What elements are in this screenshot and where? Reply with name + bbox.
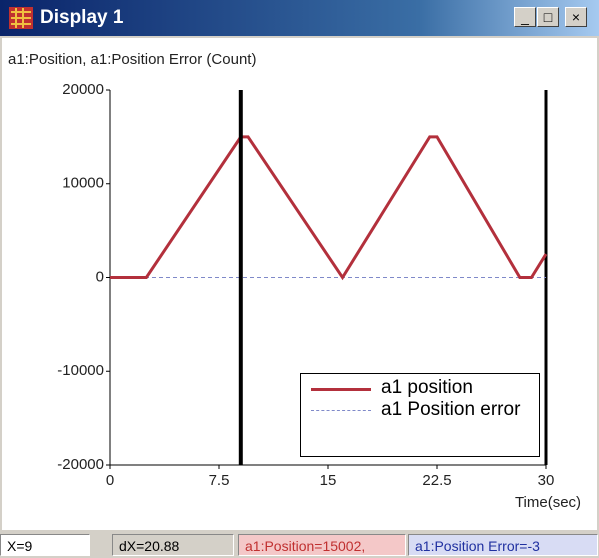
- legend-swatch: [311, 388, 371, 391]
- status-cell: dX=20.88: [112, 534, 234, 556]
- chart-title: a1:Position, a1:Position Error (Count): [8, 51, 256, 68]
- y-tick-label: -20000: [57, 456, 104, 473]
- x-axis-label: Time(sec): [515, 494, 581, 511]
- legend-label: a1 Position error: [381, 399, 521, 420]
- x-tick-label: 22.5: [422, 472, 451, 489]
- window-title: Display 1: [40, 7, 124, 28]
- status-cell: a1:Position Error=-3: [408, 534, 598, 556]
- minimize-button[interactable]: _: [514, 7, 536, 27]
- legend-label: a1 position: [381, 377, 473, 398]
- y-tick-label: 0: [96, 268, 104, 285]
- close-button[interactable]: ×: [565, 7, 587, 27]
- legend: a1 position a1 Position error: [300, 373, 540, 457]
- x-tick-label: 30: [538, 472, 555, 489]
- x-tick-label: 15: [320, 472, 337, 489]
- status-cell: X=9: [0, 534, 90, 556]
- x-tick-label: 7.5: [209, 472, 230, 489]
- y-tick-label: 10000: [62, 175, 104, 192]
- app-icon: [9, 7, 33, 29]
- y-tick-label: 20000: [62, 81, 104, 98]
- series-line: [110, 135, 548, 281]
- maximize-button[interactable]: □: [537, 7, 559, 27]
- status-cell: a1:Position=15002,: [238, 534, 406, 556]
- legend-swatch: [311, 410, 371, 411]
- title-bar: Display 1 _ □ ×: [0, 0, 599, 36]
- status-bar: X=9 dX=20.88 a1:Position=15002, a1:Position…: [0, 532, 599, 558]
- y-tick-label: -10000: [57, 362, 104, 379]
- chart: a1:Position, a1:Position Error (Count) -…: [2, 38, 597, 530]
- x-tick-label: 0: [106, 472, 114, 489]
